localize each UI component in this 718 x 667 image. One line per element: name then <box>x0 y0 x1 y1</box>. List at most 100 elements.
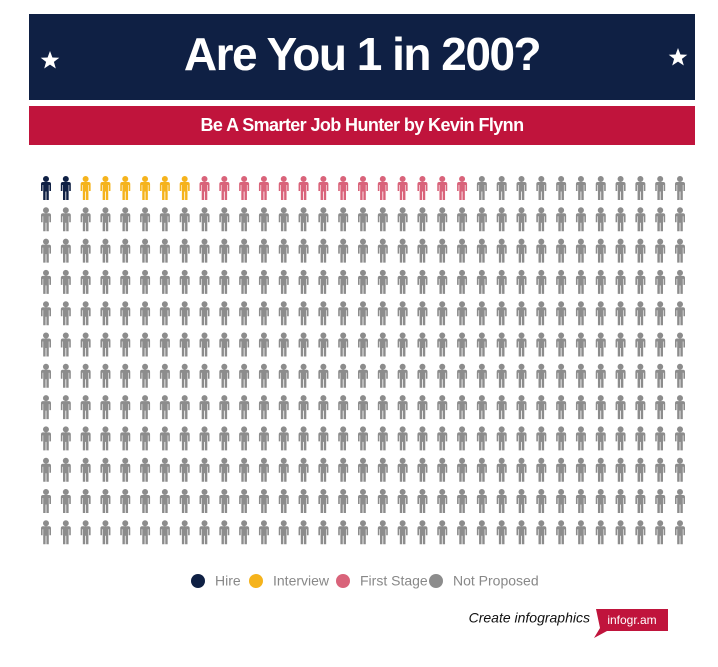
person-icon <box>536 489 547 513</box>
person-icon <box>635 489 646 513</box>
person-icon <box>635 363 646 388</box>
legend-label: Not Proposed <box>453 573 539 589</box>
person-icon <box>575 520 586 545</box>
person-icon <box>179 176 190 200</box>
person-icon <box>556 238 567 263</box>
person-icon <box>655 363 666 388</box>
person-icon <box>655 489 666 513</box>
person-icon <box>516 395 527 420</box>
person-icon <box>179 457 190 482</box>
person-icon <box>219 363 230 388</box>
chart-subtitle: Be A Smarter Job Hunter by Kevin Flynn <box>201 115 524 135</box>
person-icon <box>199 207 210 232</box>
person-icon <box>298 238 309 263</box>
person-icon <box>575 207 586 232</box>
person-icon <box>377 395 388 420</box>
person-icon <box>159 176 170 200</box>
person-icon <box>417 520 428 545</box>
person-icon <box>120 363 131 388</box>
person-icon <box>476 332 487 357</box>
person-icon <box>258 238 269 263</box>
person-icon <box>575 457 586 482</box>
person-icon <box>278 332 289 357</box>
person-icon <box>338 207 349 232</box>
person-icon <box>80 301 91 326</box>
person-icon <box>635 457 646 482</box>
person-icon <box>338 269 349 294</box>
person-icon <box>179 207 190 232</box>
person-icon <box>179 395 190 420</box>
person-icon <box>516 301 527 326</box>
person-icon <box>140 301 151 326</box>
person-icon <box>219 489 230 513</box>
person-icon <box>536 332 547 357</box>
person-icon <box>536 301 547 326</box>
footer-text: Create infographics <box>469 610 590 626</box>
person-icon <box>60 238 71 263</box>
legend-label: Interview <box>273 573 330 589</box>
person-icon <box>358 363 368 388</box>
person-icon <box>358 395 368 420</box>
person-icon <box>219 207 230 232</box>
person-icon <box>120 269 131 294</box>
legend-swatch <box>249 574 263 588</box>
person-icon <box>397 520 408 545</box>
person-icon <box>476 395 487 420</box>
legend-label: First Stage <box>360 573 428 589</box>
brand-badge <box>594 609 668 638</box>
person-icon <box>179 489 190 513</box>
person-icon <box>140 489 151 513</box>
person-icon <box>199 426 210 451</box>
person-icon <box>140 207 151 232</box>
person-icon <box>496 395 507 420</box>
person-icon <box>675 363 685 388</box>
person-icon <box>476 520 487 545</box>
person-icon <box>239 457 250 482</box>
person-icon <box>358 269 368 294</box>
person-icon <box>675 301 685 326</box>
person-icon <box>496 207 507 232</box>
person-icon <box>437 520 448 545</box>
person-icon <box>655 301 666 326</box>
person-icon <box>100 332 111 357</box>
person-icon <box>179 426 190 451</box>
person-icon <box>179 363 190 388</box>
person-icon <box>239 301 250 326</box>
person-icon <box>556 301 567 326</box>
person-icon <box>298 520 309 545</box>
person-icon <box>41 301 51 326</box>
person-icon <box>199 332 210 357</box>
person-icon <box>278 457 289 482</box>
person-icon <box>258 301 269 326</box>
person-icon <box>120 520 131 545</box>
chart-title: Are You 1 in 200? <box>184 28 540 80</box>
person-icon <box>536 426 547 451</box>
person-icon <box>100 238 111 263</box>
person-icon <box>476 457 487 482</box>
person-icon <box>595 207 606 232</box>
person-icon <box>140 238 151 263</box>
person-icon <box>318 207 329 232</box>
person-icon <box>397 176 408 200</box>
person-icon <box>60 176 71 200</box>
person-icon <box>635 176 646 200</box>
person-icon <box>120 395 131 420</box>
person-icon <box>278 269 289 294</box>
person-icon <box>595 395 606 420</box>
person-icon <box>397 426 408 451</box>
person-icon <box>655 269 666 294</box>
person-icon <box>140 269 151 294</box>
person-icon <box>338 301 349 326</box>
person-icon <box>377 489 388 513</box>
person-icon <box>516 332 527 357</box>
person-icon <box>575 238 586 263</box>
person-icon <box>258 207 269 232</box>
person-icon <box>100 269 111 294</box>
person-icon <box>278 301 289 326</box>
person-icon <box>140 426 151 451</box>
person-icon <box>556 457 567 482</box>
person-icon <box>635 269 646 294</box>
person-icon <box>60 269 71 294</box>
legend-swatch <box>191 574 205 588</box>
person-icon <box>417 332 428 357</box>
